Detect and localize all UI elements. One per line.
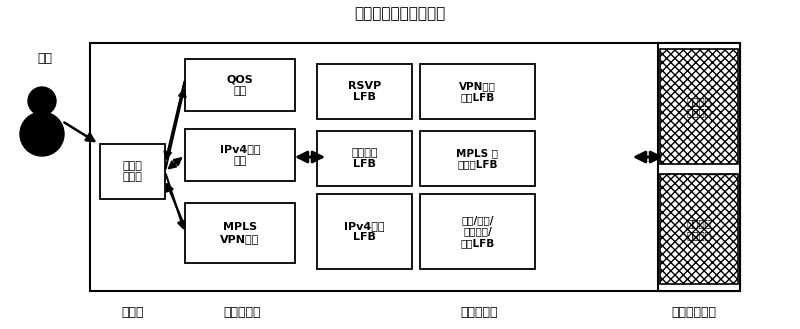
Text: RSVP
LFB: RSVP LFB (348, 81, 381, 102)
Bar (420, 194, 535, 269)
Text: 用户: 用户 (38, 53, 53, 65)
Text: 控制平面
软件资源: 控制平面 软件资源 (686, 96, 711, 117)
Bar (658, 43, 740, 291)
Text: 路径发现
LFB: 路径发现 LFB (351, 148, 378, 169)
Bar (317, 194, 412, 269)
Text: 分类/采发/
队列管理/
调度LFB: 分类/采发/ 队列管理/ 调度LFB (460, 215, 494, 248)
Text: 逻辑服务层: 逻辑服务层 (224, 307, 262, 319)
Bar (185, 129, 295, 181)
Text: MPLS
VPN服务: MPLS VPN服务 (220, 222, 260, 244)
Text: 逻辑资源层: 逻辑资源层 (460, 307, 498, 319)
Text: 业务层: 业务层 (122, 307, 144, 319)
Text: IPv4路由
服务: IPv4路由 服务 (220, 144, 260, 166)
Bar (660, 49, 738, 164)
Circle shape (28, 87, 56, 115)
Text: 软硬件资源层: 软硬件资源层 (671, 307, 717, 319)
Text: VPN配置
管理LFB: VPN配置 管理LFB (459, 81, 496, 102)
Text: IPv4转发
LFB: IPv4转发 LFB (344, 221, 385, 242)
Circle shape (20, 112, 64, 156)
Bar (307, 49, 642, 277)
Text: QOS
服务: QOS 服务 (226, 74, 254, 96)
Bar (100, 144, 165, 199)
Bar (317, 64, 412, 119)
Text: 基于业务配置的路由器: 基于业务配置的路由器 (354, 7, 446, 21)
Text: MPLS 标
记转发LFB: MPLS 标 记转发LFB (457, 148, 498, 169)
Bar (185, 59, 295, 111)
Text: 视频会
议业务: 视频会 议业务 (122, 161, 142, 182)
Bar (660, 174, 738, 284)
Bar (90, 43, 740, 291)
Bar (420, 131, 535, 186)
Bar (420, 64, 535, 119)
Text: 转发平面
硬件资源: 转发平面 硬件资源 (686, 218, 711, 240)
Bar (317, 131, 412, 186)
Bar (185, 203, 295, 263)
